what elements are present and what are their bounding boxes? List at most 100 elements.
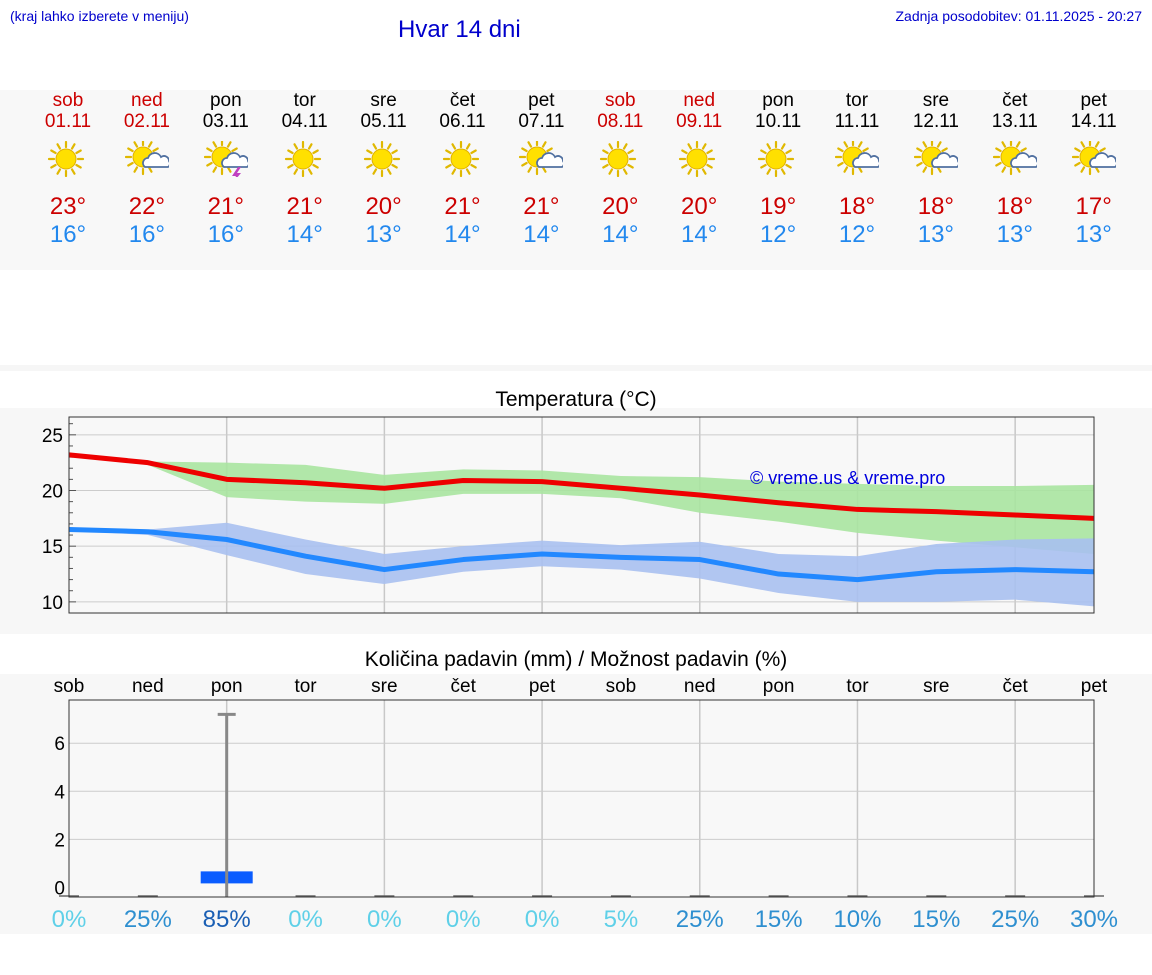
precipitation-chart: 0 2 4 6 sob ned pon tor sre čet pet sob ned pon tor sre… bbox=[52, 676, 1118, 933]
divider-band bbox=[0, 365, 1152, 371]
category-label: sre bbox=[371, 676, 397, 697]
day-name: ned bbox=[131, 90, 163, 111]
category-label: pon bbox=[211, 676, 243, 697]
precip-probability: 25% bbox=[124, 906, 172, 933]
forecast-strip bbox=[0, 90, 1152, 270]
precip-probability: 5% bbox=[604, 906, 639, 933]
sun-icon bbox=[679, 141, 716, 177]
category-label: tor bbox=[294, 676, 317, 697]
category-label: sob bbox=[606, 676, 637, 697]
day-name: sob bbox=[52, 90, 84, 111]
range-band-max-range bbox=[69, 457, 1094, 554]
category-label: čet bbox=[1002, 676, 1028, 697]
max-temperature: 20° bbox=[681, 193, 718, 220]
day-name: pon bbox=[209, 90, 242, 111]
day-name: čet bbox=[1002, 90, 1028, 111]
weather-icon-holder bbox=[363, 141, 400, 177]
day-date: 09.11 bbox=[676, 111, 723, 132]
min-temperature: 12° bbox=[838, 221, 876, 248]
max-temperature: 22° bbox=[128, 193, 166, 220]
y-tick-label: 2 bbox=[54, 830, 65, 851]
min-temperature: 16° bbox=[128, 221, 166, 248]
day-date: 03.11 bbox=[202, 111, 249, 132]
min-temperature: 16° bbox=[49, 221, 87, 248]
weather-icon-holder bbox=[992, 141, 1037, 176]
max-temperature: 18° bbox=[996, 193, 1033, 220]
min-temperature: 12° bbox=[759, 221, 797, 248]
weather-icon-holder bbox=[203, 141, 248, 177]
temperature-chart-title: Temperatura (°C) bbox=[495, 388, 657, 411]
day-name: tor bbox=[845, 90, 869, 111]
day-name: tor bbox=[293, 90, 316, 111]
weather-icon-holder bbox=[679, 141, 716, 177]
precip-probability: 15% bbox=[912, 906, 960, 933]
min-temperature: 13° bbox=[917, 221, 955, 248]
plot-frame bbox=[68, 416, 1095, 614]
day-name: pet bbox=[1080, 90, 1107, 111]
min-temperature: 13° bbox=[996, 221, 1033, 248]
max-temperature: 17° bbox=[1075, 193, 1112, 220]
day-column: sre 05.11 20° 13° bbox=[344, 90, 424, 249]
sun-icon bbox=[363, 141, 400, 177]
y-tick-label: 4 bbox=[54, 782, 65, 803]
category-label: sre bbox=[923, 676, 949, 697]
min-temperature: 14° bbox=[523, 221, 560, 248]
day-date: 02.11 bbox=[123, 111, 170, 132]
lightning-icon bbox=[231, 167, 241, 177]
day-date: 11.11 bbox=[834, 111, 880, 132]
sun-icon bbox=[757, 141, 795, 177]
y-tick-label: 0 bbox=[54, 878, 65, 899]
y-tick-label: 15 bbox=[42, 537, 63, 558]
day-column: pet 07.11 21° 14° bbox=[501, 90, 581, 249]
max-temperature: 21° bbox=[286, 193, 323, 220]
day-date: 04.11 bbox=[281, 111, 328, 132]
category-label: sob bbox=[54, 676, 85, 697]
category-label: čet bbox=[451, 676, 477, 697]
day-name: sre bbox=[370, 90, 397, 111]
weather-icon-holder bbox=[519, 141, 564, 176]
day-date: 07.11 bbox=[518, 111, 565, 132]
range-band-min-range bbox=[69, 522, 1094, 607]
day-column: tor 11.11 18° 12° bbox=[817, 90, 897, 249]
max-temperature: 21° bbox=[523, 193, 560, 220]
precip-probability: 25% bbox=[676, 906, 724, 933]
location-hint-link[interactable]: (kraj lahko izberete v meniju) bbox=[10, 8, 189, 24]
precip-probability: 10% bbox=[833, 906, 881, 933]
last-updated-value: 01.11.2025 - 20:27 bbox=[1025, 8, 1142, 24]
weather-icon-holder bbox=[835, 141, 879, 176]
plot-area bbox=[69, 700, 1094, 897]
max-temperature: 18° bbox=[838, 193, 876, 220]
sun-icon bbox=[600, 141, 637, 177]
day-date: 12.11 bbox=[912, 111, 959, 132]
min-temperature: 13° bbox=[1075, 221, 1112, 248]
weather-icon-holder bbox=[47, 141, 85, 177]
day-date: 01.11 bbox=[44, 111, 92, 132]
day-date: 05.11 bbox=[360, 111, 407, 132]
precip-probability: 25% bbox=[991, 906, 1039, 933]
last-updated-label: Zadnja posodobitev: bbox=[895, 8, 1022, 24]
cloud-icon bbox=[536, 152, 564, 168]
cloud-icon bbox=[142, 152, 169, 168]
sun-icon bbox=[442, 141, 479, 177]
cloud-icon bbox=[931, 152, 958, 168]
max-temperature: 21° bbox=[444, 193, 481, 220]
precip-probability: 15% bbox=[755, 906, 803, 933]
day-name: pet bbox=[528, 90, 555, 111]
category-label: ned bbox=[684, 676, 716, 697]
day-column: ned 09.11 20° 14° bbox=[659, 90, 739, 249]
max-temperature: 23° bbox=[49, 193, 87, 220]
y-tick-label: 6 bbox=[54, 734, 65, 755]
max-temperature: 21° bbox=[207, 193, 244, 220]
min-temperature: 16° bbox=[207, 221, 244, 248]
day-date: 06.11 bbox=[439, 111, 486, 132]
precipitation-chart-title: Količina padavin (mm) / Možnost padavin … bbox=[364, 648, 788, 671]
day-column: tor 04.11 21° 14° bbox=[265, 90, 345, 249]
day-column: čet 13.11 18° 13° bbox=[975, 90, 1055, 249]
weather-icon-holder bbox=[600, 141, 637, 177]
day-column: ned 02.11 22° 16° bbox=[107, 90, 187, 249]
precip-probability: 0% bbox=[446, 906, 481, 933]
day-column: sob 01.11 23° 16° bbox=[28, 90, 108, 249]
weather-icon-holder bbox=[284, 141, 321, 177]
day-date: 13.11 bbox=[991, 111, 1038, 132]
day-column: sob 08.11 20° 14° bbox=[580, 90, 660, 249]
